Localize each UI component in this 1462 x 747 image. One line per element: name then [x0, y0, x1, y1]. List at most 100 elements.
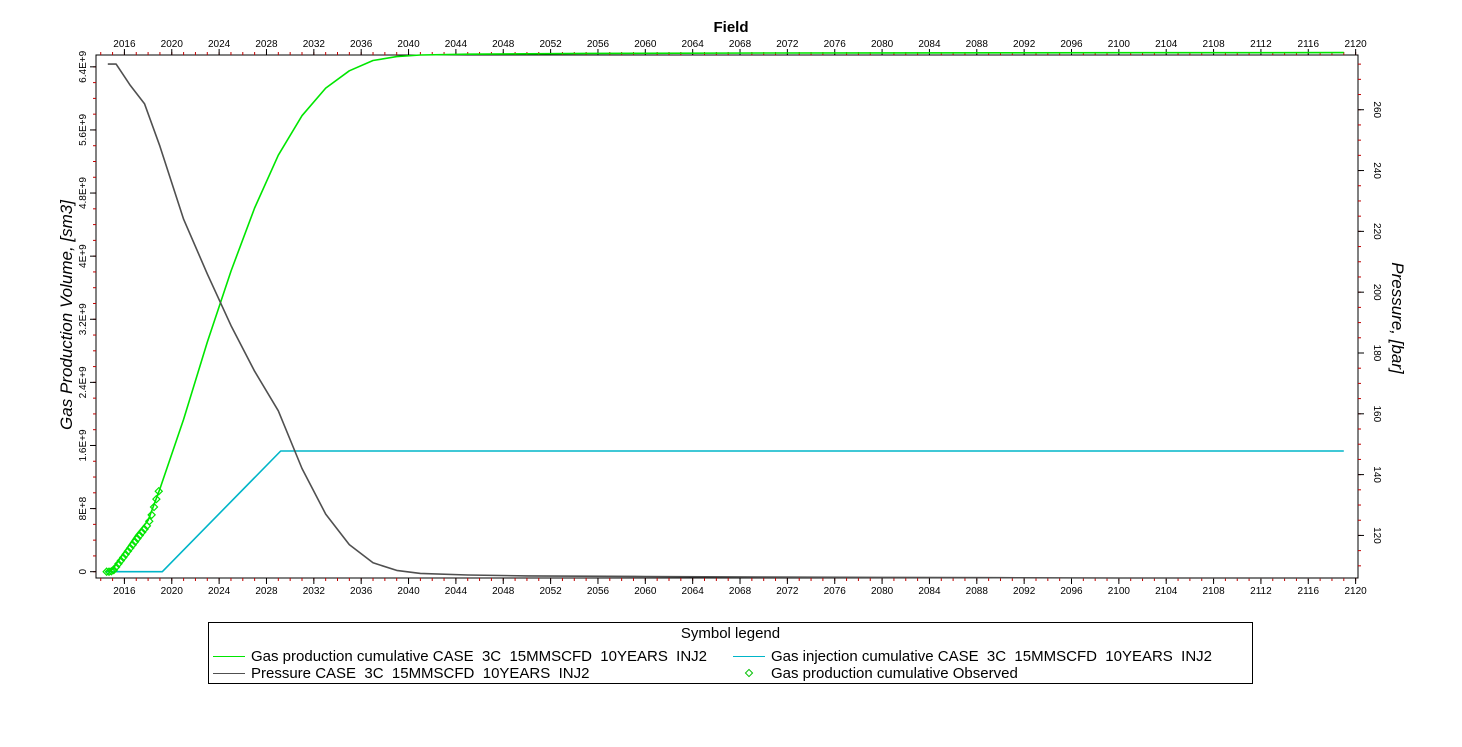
legend-item-gas-production: Gas production cumulative CASE 3C 15MMSC… [213, 647, 707, 665]
observed-point [123, 546, 133, 556]
x-tick-label-top: 2024 [208, 39, 231, 50]
x-tick-label-top: 2112 [1250, 39, 1272, 50]
x-tick-label-top: 2044 [445, 39, 468, 50]
legend-label: Gas production cumulative Observed [771, 664, 1018, 682]
legend-swatch [213, 655, 245, 657]
y-axis-left-title: Gas Production Volume, [sm3] [57, 199, 76, 430]
legend-label: Gas production cumulative CASE 3C 15MMSC… [251, 647, 708, 665]
x-tick-label-bottom: 2084 [918, 586, 941, 597]
y-left-tick-label: 0 [78, 568, 89, 574]
x-tick-label-bottom: 2040 [397, 586, 420, 597]
x-tick-label-top: 2100 [1108, 39, 1131, 50]
y-axis-right-title: Pressure, [bar] [1388, 262, 1407, 375]
observed-point [147, 510, 157, 520]
x-tick-label-top: 2052 [539, 39, 562, 50]
x-tick-label-top: 2060 [634, 39, 657, 50]
y-left-tick-label: 5.6E+9 [78, 114, 89, 146]
chart: 2016 2016 2020 2020 2024 2024 2028 2028 2032 2032… [57, 19, 1407, 597]
observed-point [114, 559, 123, 569]
x-tick-label-top: 2120 [1345, 39, 1368, 50]
observed-point [111, 562, 121, 572]
x-tick-label-top: 2040 [397, 39, 420, 50]
observed-point [154, 486, 164, 496]
observed-point [116, 556, 126, 566]
x-tick-label-bottom: 2016 [113, 586, 136, 597]
x-tick-label-bottom: 2104 [1155, 586, 1178, 597]
x-tick-label-top: 2104 [1155, 39, 1178, 50]
x-tick-label-bottom: 2060 [634, 586, 657, 597]
x-tick-label-top: 2088 [966, 39, 989, 50]
y-left-tick-label: 1.6E+9 [78, 429, 89, 461]
observed-point [140, 524, 149, 534]
y-left-tick-label: 6.4E+9 [78, 50, 89, 82]
legend-label: Gas injection cumulative CASE 3C 15MMSCF… [771, 647, 1212, 665]
observed-point [135, 531, 145, 540]
observed-point [121, 549, 130, 559]
x-tick-label-top: 2068 [729, 39, 752, 50]
x-tick-label-top: 2032 [303, 39, 326, 50]
y-left-tick-label: 2.4E+9 [78, 366, 89, 398]
y-right-tick-label: 240 [1371, 162, 1382, 179]
x-tick-label-bottom: 2044 [445, 586, 468, 597]
x-tick-label-bottom: 2112 [1250, 586, 1272, 597]
observed-point [137, 527, 147, 537]
x-tick-label-bottom: 2068 [729, 586, 752, 597]
y-right-tick-label: 120 [1371, 527, 1382, 544]
x-tick-label-bottom: 2064 [682, 586, 705, 597]
x-tick-label-bottom: 2092 [1013, 586, 1036, 597]
gas-production-line [105, 51, 1344, 573]
x-tick-label-top: 2092 [1013, 39, 1036, 50]
x-tick-label-top: 2116 [1298, 39, 1320, 50]
observed-point [151, 494, 161, 504]
x-tick-label-bottom: 2024 [208, 586, 231, 597]
x-tick-label-bottom: 2020 [161, 586, 184, 597]
x-tick-label-bottom: 2080 [871, 586, 894, 597]
y-right-tick-label: 140 [1371, 466, 1382, 483]
x-tick-label-bottom: 2056 [587, 586, 610, 597]
plot-area [95, 54, 1359, 579]
observed-point [125, 543, 135, 553]
x-tick-label-bottom: 2036 [350, 586, 373, 597]
chart-title: Field [713, 19, 748, 36]
diamond-marker-icon [733, 668, 765, 678]
observed-point [109, 565, 119, 575]
observed-point [130, 537, 140, 547]
x-tick-label-top: 2080 [871, 39, 894, 50]
x-tick-label-bottom: 2048 [492, 586, 515, 597]
x-tick-label-top: 2076 [824, 39, 847, 50]
y-left-tick-label: 4.8E+9 [78, 177, 89, 209]
pressure-line [107, 63, 1344, 579]
legend-item-gas-injection: Gas injection cumulative CASE 3C 15MMSCF… [733, 647, 1212, 665]
x-tick-label-top: 2036 [350, 39, 373, 50]
observed-point [144, 516, 154, 526]
legend-title: Symbol legend [680, 625, 781, 642]
x-tick-label-top: 2064 [682, 39, 705, 50]
y-right-tick-label: 260 [1371, 101, 1382, 118]
legend-item-pressure: Pressure CASE 3C 15MMSCFD 10YEARS INJ2 [213, 664, 589, 682]
y-right-tick-label: 200 [1371, 284, 1382, 301]
x-tick-label-bottom: 2088 [966, 586, 989, 597]
x-tick-label-bottom: 2096 [1060, 586, 1083, 597]
x-tick-label-top: 2048 [492, 39, 515, 50]
x-tick-label-bottom: 2120 [1345, 586, 1368, 597]
x-tick-label-bottom: 2100 [1108, 586, 1131, 597]
legend-label: Pressure CASE 3C 15MMSCFD 10YEARS INJ2 [251, 664, 590, 682]
y-right-tick-label: 220 [1371, 223, 1382, 240]
x-tick-label-bottom: 2076 [824, 586, 847, 597]
y-left-tick-label: 3.2E+9 [78, 303, 89, 335]
gas-injection-line [105, 450, 1344, 573]
observed-point [128, 540, 138, 550]
legend: Symbol legend Gas production cumulative … [208, 622, 1253, 684]
x-tick-label-top: 2108 [1202, 39, 1225, 50]
x-tick-label-bottom: 2032 [303, 586, 326, 597]
y-left-tick-label: 8E+8 [78, 496, 89, 520]
x-tick-label-top: 2084 [918, 39, 941, 50]
x-tick-label-bottom: 2028 [255, 586, 278, 597]
x-tick-label-bottom: 2052 [539, 586, 562, 597]
x-tick-label-top: 2056 [587, 39, 610, 50]
observed-point [149, 502, 159, 512]
x-tick-label-top: 2020 [161, 39, 184, 50]
axis-ticks [90, 49, 1364, 584]
x-tick-label-bottom: 2116 [1298, 586, 1320, 597]
x-tick-label-top: 2016 [113, 39, 136, 50]
